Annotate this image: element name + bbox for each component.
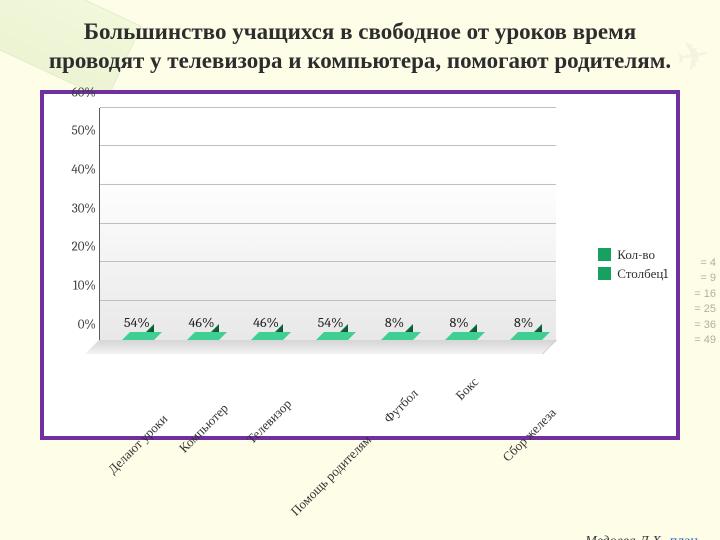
legend-label: Кол-во xyxy=(617,247,655,263)
bar-value-label: 8% xyxy=(449,314,468,331)
x-label-slot: Телевизор xyxy=(230,352,295,436)
bar-top xyxy=(381,332,421,340)
x-label-slot: Делают уроки xyxy=(99,352,164,436)
decor-equations: = 4 = 9 = 16 = 25 = 36 = 49 xyxy=(694,256,716,348)
legend-item: Столбец1 xyxy=(598,266,668,282)
chart-gridline xyxy=(100,261,556,262)
chart-gridline xyxy=(100,184,556,185)
bar-top xyxy=(187,332,227,340)
bar-top xyxy=(251,332,291,340)
legend-swatch-icon xyxy=(598,248,611,261)
decor-eq: = 49 xyxy=(694,333,716,348)
bar-value-label: 8% xyxy=(385,314,404,331)
chart-y-tick: 10% xyxy=(50,278,96,293)
chart-legend: Кол-во Столбец1 xyxy=(598,244,668,285)
bar-top xyxy=(122,332,162,340)
bar-value-label: 46% xyxy=(253,314,279,331)
chart-gridline xyxy=(100,300,556,301)
chart-gridline xyxy=(100,145,556,146)
legend-swatch-icon xyxy=(598,267,611,280)
chart-x-label: Сбор железа xyxy=(549,356,609,416)
chart-x-labels: Делают урокиКомпьютерТелевизорПомощь род… xyxy=(99,352,556,436)
chart-gridline xyxy=(100,223,556,224)
decor-eq: = 16 xyxy=(694,287,716,302)
bar-value-label: 8% xyxy=(514,314,533,331)
x-label-slot: Футбол xyxy=(360,352,425,436)
legend-label: Столбец1 xyxy=(617,266,668,282)
x-label-slot: Помощь родителям xyxy=(295,352,360,436)
bar-value-label: 46% xyxy=(188,314,214,331)
x-label-slot: Бокс xyxy=(425,352,490,436)
bar-top xyxy=(510,332,550,340)
page-title: Большинство учащихся в свободное от урок… xyxy=(40,18,680,76)
bar-value-label: 54% xyxy=(318,314,344,331)
bar-top xyxy=(316,332,356,340)
chart-card: 54%46%46%54%8%8%8% 0%10%20%30%40%50%60% … xyxy=(40,90,680,440)
x-label-slot: Компьютер xyxy=(164,352,229,436)
chart-y-tick: 40% xyxy=(50,162,96,177)
decor-eq: = 25 xyxy=(694,302,716,317)
decor-eq: = 4 xyxy=(694,256,716,271)
footer: Медоева Л.Х. план xyxy=(585,534,698,540)
chart-plot-area: 54%46%46%54%8%8%8% 0%10%20%30%40%50%60% xyxy=(99,108,556,341)
decor-eq: = 9 xyxy=(694,271,716,286)
chart-y-tick: 20% xyxy=(50,240,96,255)
chart-y-tick: 0% xyxy=(50,317,96,332)
plan-link[interactable]: план xyxy=(670,534,698,540)
chart-y-tick: 60% xyxy=(50,85,96,100)
bar-value-label: 54% xyxy=(124,314,150,331)
x-label-slot: Сбор железа xyxy=(491,352,556,436)
bar-top xyxy=(445,332,485,340)
legend-item: Кол-во xyxy=(598,247,668,263)
chart-gridline xyxy=(100,107,556,108)
chart-y-tick: 30% xyxy=(50,201,96,216)
chart-y-tick: 50% xyxy=(50,124,96,139)
decor-eq: = 36 xyxy=(694,318,716,333)
chart-plot: 54%46%46%54%8%8%8% 0%10%20%30%40%50%60% xyxy=(99,108,556,341)
chart-bars: 54% 46% 46% 54% 8% 8% 8% xyxy=(100,108,556,340)
author-credit: Медоева Л.Х. xyxy=(585,534,664,540)
